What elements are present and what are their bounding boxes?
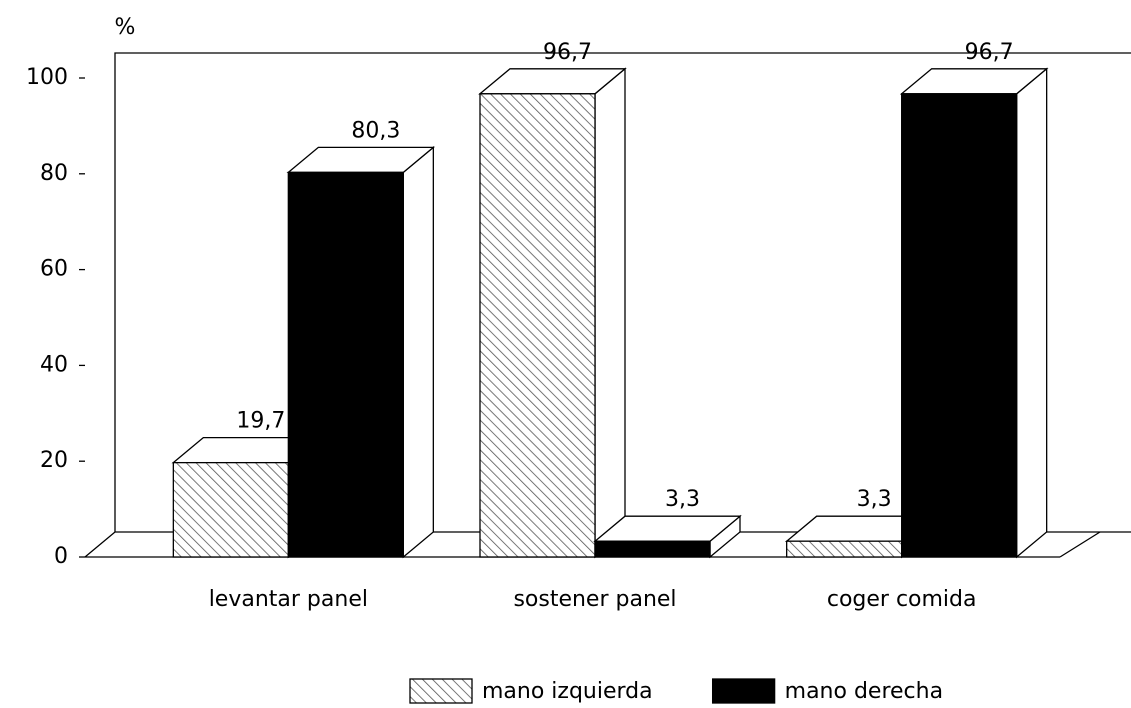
y-tick-label: 20 — [40, 448, 68, 473]
bar-side — [402, 145, 434, 559]
legend-label: mano derecha — [785, 679, 943, 704]
value-label: 3,3 — [665, 487, 700, 512]
bar-side — [594, 67, 626, 559]
bar — [479, 93, 596, 558]
bar — [172, 461, 289, 558]
y-axis-label: % — [115, 15, 136, 40]
value-label: 96,7 — [543, 40, 592, 65]
value-label: 19,7 — [236, 409, 285, 434]
bar — [786, 540, 903, 558]
bar — [287, 171, 404, 558]
legend-swatch — [711, 678, 776, 704]
bar — [594, 540, 711, 558]
y-tick-label: 60 — [40, 257, 68, 282]
back-wall — [114, 52, 1131, 532]
floor-right — [1059, 531, 1101, 558]
x-tick-label: coger comida — [827, 587, 977, 612]
bar-side — [1016, 67, 1048, 559]
legend-swatch — [409, 678, 473, 704]
x-tick-label: levantar panel — [209, 587, 368, 612]
value-label: 96,7 — [965, 40, 1014, 65]
y-tick-label: 80 — [40, 161, 68, 186]
y-tick-label: 0 — [54, 544, 68, 569]
y-tick-label: 100 — [26, 65, 68, 90]
value-label: 3,3 — [857, 487, 892, 512]
bar — [901, 93, 1018, 558]
legend-label: mano izquierda — [482, 679, 653, 704]
value-label: 80,3 — [351, 118, 400, 143]
y-tick-label: 40 — [40, 352, 68, 377]
x-tick-label: sostener panel — [513, 587, 676, 612]
floor — [84, 531, 1131, 558]
